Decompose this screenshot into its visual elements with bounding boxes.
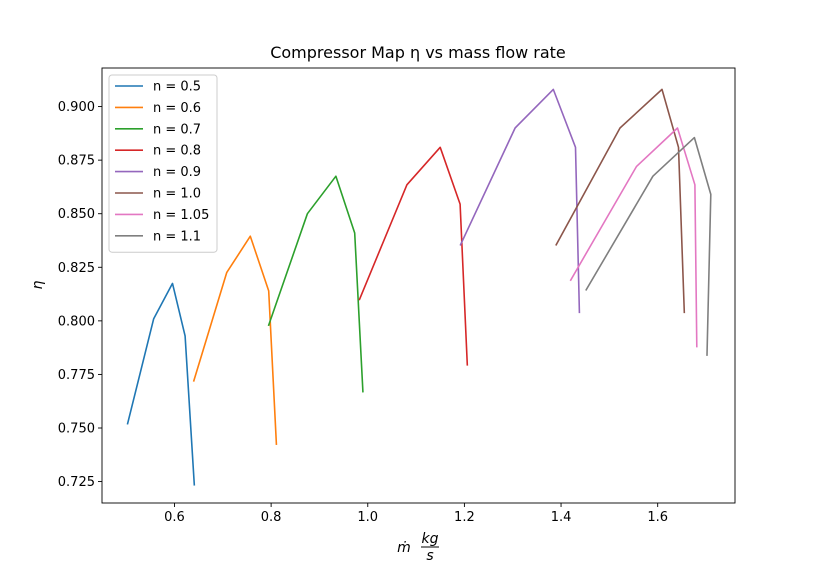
x-axis-label: ṁ kg s (397, 531, 439, 564)
legend-label-2: n = 0.7 (153, 122, 201, 137)
series-line-1 (192, 235, 278, 445)
axis-ticks: 0.6 0.8 1.0 1.2 1.4 1.6 0.725 0.750 0.775 0.800 0.… (58, 100, 668, 525)
series-line-7 (585, 136, 712, 356)
y-tick-label: 0.850 (58, 207, 95, 222)
series-line-0 (126, 282, 196, 486)
series-line-5 (555, 88, 686, 314)
y-axis-label: η (30, 280, 46, 289)
x-tick-label: 1.4 (551, 510, 572, 525)
legend-label-7: n = 1.1 (153, 229, 201, 244)
series-line-4 (459, 88, 581, 314)
legend-label-4: n = 0.9 (153, 165, 201, 180)
x-tick-label: 1.6 (647, 510, 668, 525)
y-tick-label: 0.750 (58, 422, 95, 437)
x-tick-label: 1.0 (357, 510, 378, 525)
x-tick-label: 1.2 (454, 510, 475, 525)
y-tick-label: 0.825 (58, 261, 95, 276)
x-axis-label-symbol: ṁ (397, 540, 411, 556)
y-tick-label: 0.775 (58, 368, 95, 383)
legend-label-5: n = 1.0 (153, 187, 201, 202)
y-tick-label: 0.800 (58, 314, 95, 329)
legend-box (108, 74, 218, 253)
y-tick-label: 0.900 (58, 100, 95, 115)
plot-frame (101, 67, 736, 504)
y-tick-label: 0.875 (58, 154, 95, 169)
x-axis-label-denominator: s (426, 548, 433, 564)
legend: n = 0.5 n = 0.6 n = 0.7 n = 0.8 n = 0.9 n = 1… (108, 74, 218, 253)
legend-label-1: n = 0.6 (153, 101, 201, 116)
x-axis-label-numerator: kg (422, 531, 439, 547)
series-line-6 (569, 127, 698, 348)
legend-label-6: n = 1.05 (153, 208, 209, 223)
series-line-2 (267, 175, 364, 393)
x-tick-label: 0.6 (164, 510, 185, 525)
chart-title: Compressor Map η vs mass flow rate (270, 43, 566, 62)
legend-label-0: n = 0.5 (153, 80, 201, 95)
x-tick-label: 0.8 (261, 510, 282, 525)
series-line-3 (358, 146, 469, 366)
y-tick-label: 0.725 (58, 475, 95, 490)
legend-label-3: n = 0.8 (153, 144, 201, 159)
